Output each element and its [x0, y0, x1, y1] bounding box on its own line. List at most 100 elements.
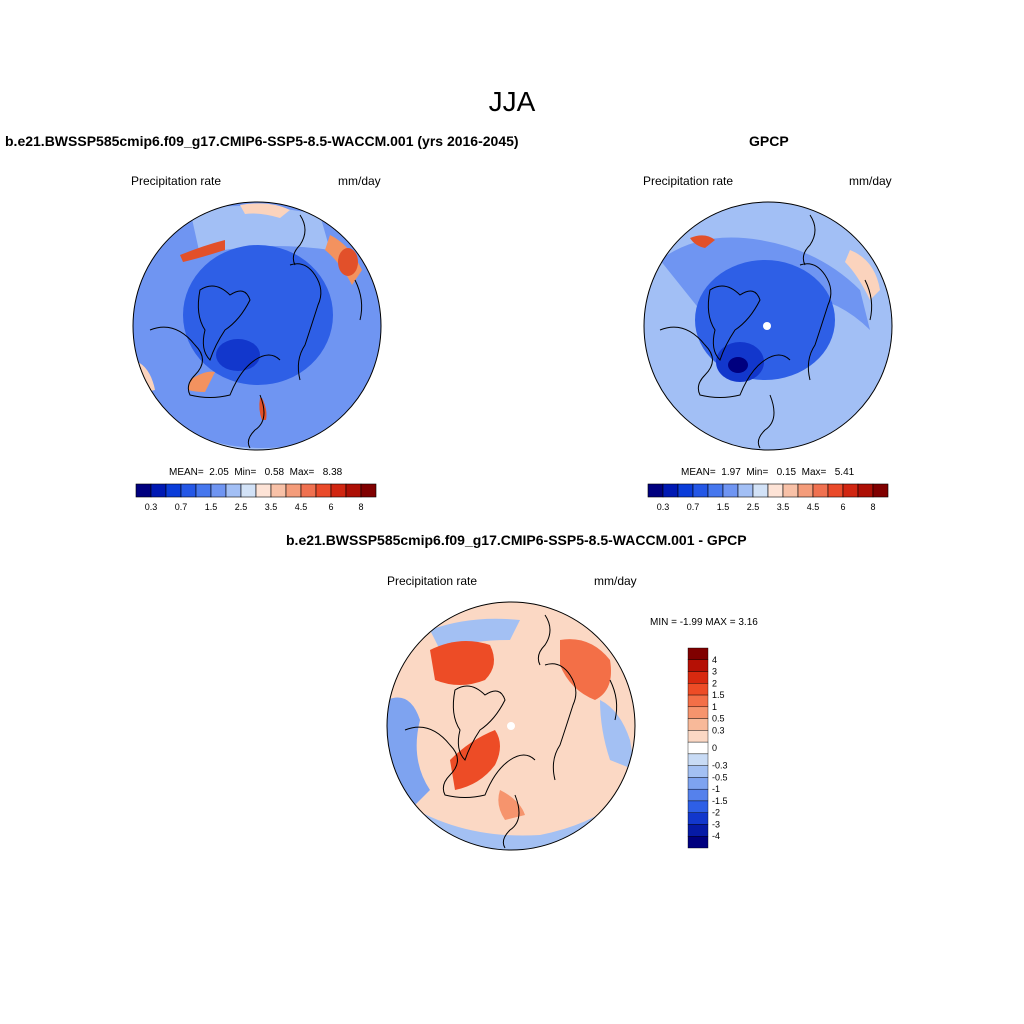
panel3-colorbar-swatch — [687, 836, 709, 849]
panel2-colorbar-tick-label: 0.7 — [687, 502, 700, 512]
panel1-colorbar-swatch — [345, 483, 362, 498]
panel2-colorbar-tick-label: 4.5 — [807, 502, 820, 512]
panel2-colorbar-swatch — [782, 483, 799, 498]
panel2-colorbar-tick-label: 8 — [870, 502, 875, 512]
map3-orange-east — [560, 639, 611, 700]
panel1-colorbar-swatch — [165, 483, 182, 498]
panel2-colorbar-swatch — [872, 483, 889, 498]
map1-red-east — [338, 248, 358, 276]
panel2-colorbar-tick-label: 2.5 — [747, 502, 760, 512]
panel1-colorbar-swatch — [270, 483, 287, 498]
panel2-colorbar-swatch — [677, 483, 694, 498]
panel1-colorbar-swatch — [180, 483, 197, 498]
map2-pale-east — [845, 250, 880, 300]
map3-red-north — [430, 641, 494, 685]
panel3-colorbar-swatch — [687, 718, 709, 731]
panel1-colorbar-swatch — [255, 483, 272, 498]
panel1-title: b.e21.BWSSP585cmip6.f09_g17.CMIP6-SSP5-8… — [5, 133, 519, 149]
map2-pole-marker — [763, 322, 771, 330]
panel2-colorbar-swatch — [842, 483, 859, 498]
panel3-colorbar-swatch — [687, 753, 709, 766]
panel2-stats: MEAN= 1.97 Min= 0.15 Max= 5.41 — [681, 467, 855, 478]
panel3-colorbar-tick-label: -4 — [712, 831, 720, 841]
map1-orange-southwest — [188, 371, 215, 392]
panel3-colorbar-tick-label: 3 — [712, 667, 717, 677]
map2-outline — [643, 201, 893, 451]
panel1-colorbar-tick-label: 8 — [358, 502, 363, 512]
panel3-colorbar-swatch — [687, 800, 709, 813]
panel1-colorbar-tick-label: 0.7 — [175, 502, 188, 512]
map2-greenland-deep — [728, 357, 748, 373]
map1-pale-north — [240, 203, 290, 218]
map3-blue-east — [600, 700, 635, 770]
panel2-units-label: mm/day — [849, 174, 892, 188]
map3-pole-marker — [507, 722, 515, 730]
panel1-colorbar: 0.3 0.7 1.5 2.5 3.5 4.5 6 8 — [135, 483, 377, 512]
panel3-colorbar-swatch — [687, 706, 709, 719]
panel2-colorbar-swatch — [707, 483, 724, 498]
map-panel1 — [133, 202, 381, 450]
panel1-colorbar-swatch — [330, 483, 347, 498]
panel2-colorbar-swatch — [692, 483, 709, 498]
panel3-colorbar-swatch — [687, 694, 709, 708]
panel1-units-label: mm/day — [338, 174, 381, 188]
panel1-stats: MEAN= 2.05 Min= 0.58 Max= 8.38 — [169, 467, 343, 478]
panel2-colorbar-tick-label: 0.3 — [657, 502, 670, 512]
panel2-colorbar-swatch — [722, 483, 739, 498]
map-panel3 — [387, 602, 635, 850]
panel2-colorbar-swatch — [647, 483, 664, 498]
panel3-colorbar-tick-label: -3 — [712, 819, 720, 829]
map1-red-streak-north — [180, 240, 225, 262]
panel2-colorbar-tick-label: 1.5 — [717, 502, 730, 512]
map3-red-southwest — [450, 730, 500, 790]
panel3-colorbar-swatch — [687, 812, 709, 825]
panel3-colorbar-swatch — [687, 671, 709, 684]
panel1-colorbar-swatch — [360, 483, 377, 498]
panel2-colorbar-swatch — [827, 483, 844, 498]
panel1-colorbar-swatch — [315, 483, 332, 498]
panel3-colorbar-tick-label: 0.5 — [712, 714, 725, 724]
panel2-colorbar-swatch — [662, 483, 679, 498]
panel3-title: b.e21.BWSSP585cmip6.f09_g17.CMIP6-SSP5-8… — [286, 532, 747, 548]
panel3-colorbar-tick-label: -0.3 — [712, 761, 728, 771]
panel3-colorbar-swatch — [687, 765, 709, 778]
map2-red-north — [690, 235, 715, 248]
panel1-colorbar-swatch — [195, 483, 212, 498]
panel1-colorbar-swatch — [210, 483, 227, 498]
panel1-colorbar-tick-label: 2.5 — [235, 502, 248, 512]
panel3-colorbar-swatch — [687, 730, 709, 743]
panel2-colorbar-swatch — [752, 483, 769, 498]
panel3-colorbar-tick-label: 1.5 — [712, 690, 725, 700]
figure-title: JJA — [488, 86, 536, 117]
panel3-colorbar-tick-label: 1 — [712, 702, 717, 712]
panel2-variable-label: Precipitation rate — [643, 174, 734, 188]
panel1-variable-label: Precipitation rate — [131, 174, 222, 188]
panel3-colorbar-swatch — [687, 777, 709, 790]
panel2-colorbar-swatch — [857, 483, 874, 498]
panel1-colorbar-swatch — [300, 483, 317, 498]
panel1-colorbar-swatch — [285, 483, 302, 498]
panel3-colorbar-swatch — [687, 741, 709, 755]
panel1-colorbar-tick-label: 6 — [328, 502, 333, 512]
panel1-colorbar-tick-label: 3.5 — [265, 502, 278, 512]
panel1-colorbar-swatch — [225, 483, 242, 498]
panel3-colorbar-tick-label: 0.3 — [712, 725, 725, 735]
panel2-colorbar-tick-label: 3.5 — [777, 502, 790, 512]
map1-outline — [132, 201, 382, 451]
panel3-colorbar-swatch — [687, 788, 709, 802]
panel3-units-label: mm/day — [594, 574, 637, 588]
panel3-colorbar-swatch — [687, 824, 709, 837]
panel1-colorbar-swatch — [240, 483, 257, 498]
panel2-colorbar-swatch — [767, 483, 784, 498]
map3-blue-north — [430, 618, 520, 650]
panel3-colorbar-tick-label: 4 — [712, 655, 717, 665]
panel2-colorbar-swatch — [812, 483, 829, 498]
panel2-title: GPCP — [749, 133, 789, 149]
map2-coastlines — [659, 214, 873, 449]
panel3-colorbar-tick-label: 2 — [712, 678, 717, 688]
map-panel2 — [644, 202, 892, 450]
panel3-colorbar-swatch — [687, 647, 709, 660]
panel3-colorbar-swatch — [687, 683, 709, 696]
panel2-colorbar-swatch — [737, 483, 754, 498]
panel1-colorbar-swatch — [150, 483, 167, 498]
